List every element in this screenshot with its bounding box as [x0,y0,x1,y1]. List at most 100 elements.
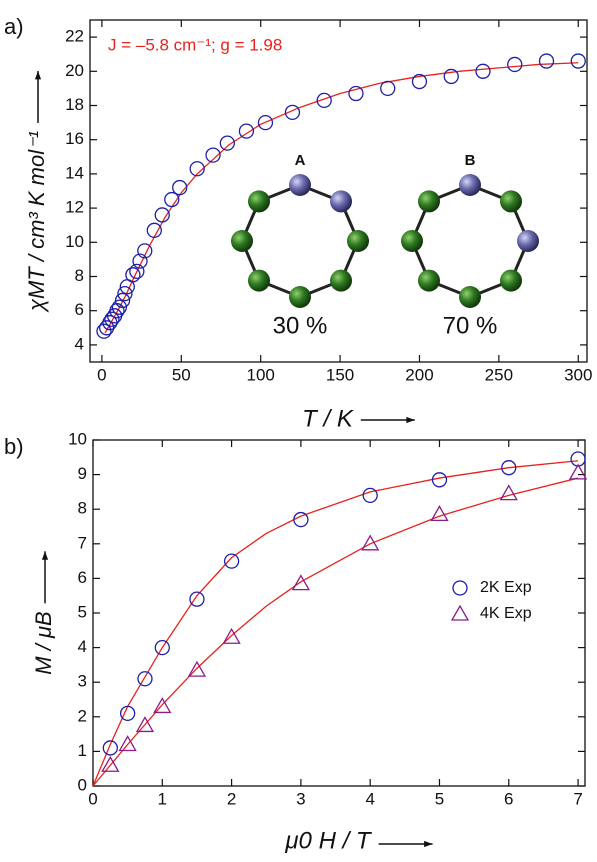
isomer-label: A [295,152,306,169]
marker [104,311,120,327]
y-tick-label: 6 [78,568,87,587]
atom [459,174,481,196]
y-tick-label: 14 [65,163,84,182]
x-tick-label: 50 [172,365,191,384]
y-tick-label: 4 [78,637,87,656]
x-tick-label: 4 [365,789,374,808]
legend-marker [452,580,468,596]
marker [316,92,332,109]
marker [118,735,137,752]
x-axis-label: T / K [302,405,354,432]
atom [417,190,440,213]
marker [187,660,207,677]
y-tick-label: 8 [78,499,87,518]
atom [330,269,353,292]
marker [172,179,188,196]
marker [132,253,148,269]
marker [238,123,255,139]
x-tick-label: 0 [88,789,97,808]
atom [330,190,353,213]
marker [154,207,170,223]
marker [117,285,133,302]
x-tick-label: 7 [573,789,582,808]
marker [380,80,396,97]
plot-frame [89,19,588,363]
marker [137,671,153,687]
x-axis-label: μ0 H / T [284,827,373,854]
x-tick-label: 250 [485,365,513,384]
x-tick-label: 3 [296,789,305,808]
axis-arrow-head [34,70,42,80]
marker [362,487,378,504]
isomer-percent: 70 % [443,312,498,339]
y-tick-label: 20 [65,61,84,80]
marker [291,574,311,591]
atom [289,174,311,196]
y-tick-label: 2 [78,706,87,725]
marker [222,627,241,644]
legend-label: 2K Exp [480,579,532,596]
legend-marker [450,604,470,621]
x-tick-label: 100 [247,365,275,384]
y-axis-label: M / μB [31,611,56,674]
y-tick-label: 10 [65,232,84,251]
marker [348,85,364,102]
y-tick-label: 16 [65,129,84,148]
y-tick-label: 18 [65,95,84,114]
atom [459,286,481,308]
marker [102,740,118,756]
fit-line [92,477,579,787]
x-tick-label: 1 [158,789,167,808]
atom [401,230,423,252]
x-tick-label: 200 [405,365,433,384]
atom [247,269,270,292]
y-tick-label: 9 [78,464,87,483]
x-tick-label: 300 [564,365,592,384]
marker [475,63,491,79]
annotation: J = –5.8 cm⁻¹; g = 1.98 [108,35,282,54]
atom [500,269,523,292]
marker [154,639,170,656]
marker [96,323,112,339]
y-tick-label: 3 [78,672,87,691]
atom [231,230,253,252]
y-axis-label: χMT / cm³ K mol⁻¹ [24,131,49,313]
y-tick-label: 6 [75,300,84,319]
y-tick-label: 4 [75,334,84,353]
marker [137,243,153,259]
marker [125,267,141,283]
marker [293,511,309,528]
y-tick-label: 12 [65,198,84,217]
marker [507,56,523,73]
marker [146,222,162,238]
atom [517,230,539,252]
marker [411,73,428,90]
marker [257,114,274,131]
marker [205,147,221,163]
marker [430,505,449,522]
marker [189,591,205,607]
y-tick-label: 22 [65,27,84,46]
marker [114,292,131,309]
x-tick-label: 150 [326,365,354,384]
marker [538,53,555,69]
y-tick-label: 10 [68,429,87,448]
panel-label: b) [4,434,24,459]
x-tick-label: 2 [227,789,236,808]
marker [223,553,240,569]
marker [570,53,586,69]
marker [129,263,145,280]
marker [111,299,128,315]
marker [443,68,459,85]
y-tick-label: 0 [78,775,87,794]
atom [347,230,369,252]
marker [501,460,517,476]
axis-arrow-head [406,416,415,424]
axis-arrow-head [41,551,49,560]
isomer-percent: 30 % [273,312,328,339]
atom [289,286,311,308]
legend-label: 4K Exp [480,605,532,622]
axis-arrow-head [424,840,433,848]
x-tick-label: 6 [504,789,513,808]
